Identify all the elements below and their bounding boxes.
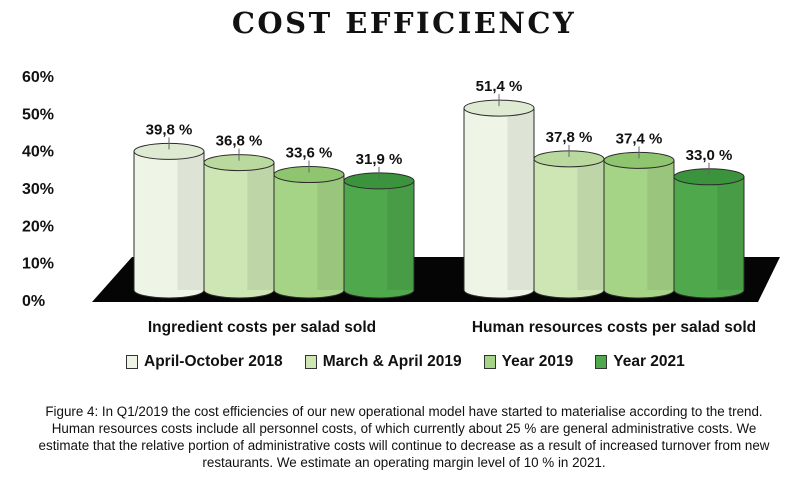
legend-swatch [304, 355, 317, 369]
bar [343, 180, 415, 299]
category-label: Ingredient costs per salad sold [148, 319, 376, 336]
data-label: 36,8 % [216, 133, 263, 150]
y-tick-label: 60% [22, 69, 54, 86]
data-label: 33,0 % [686, 147, 733, 164]
y-tick-label: 40% [22, 144, 54, 161]
legend-label: April-October 2018 [144, 353, 283, 370]
bar-shade [507, 108, 534, 291]
bar [273, 174, 345, 299]
bar-shade [387, 180, 414, 290]
legend-label: Year 2019 [501, 353, 574, 370]
chart-title: COST EFFICIENCY [231, 6, 577, 40]
bar [533, 158, 605, 299]
chart-area: 0% 10% 20% 30% 40% 50% 60% 39,8 % 51,4 % 36,8 % 37… [22, 69, 780, 336]
bar-shade [577, 158, 604, 290]
bar [133, 150, 205, 299]
bar-shade [177, 151, 204, 290]
bar-shade [317, 174, 344, 290]
legend: April-October 2018 March & April 2019 Ye… [126, 353, 685, 371]
data-label: 33,6 % [286, 145, 333, 162]
y-tick-label: 20% [22, 218, 54, 235]
bar-shade [247, 162, 274, 290]
legend-swatch [483, 355, 496, 369]
data-label: 39,8 % [146, 121, 193, 138]
legend-label: March & April 2019 [322, 353, 462, 370]
legend-item: March & April 2019 [304, 353, 462, 371]
data-label: 37,8 % [546, 129, 593, 146]
category-label: Human resources costs per salad sold [472, 319, 756, 336]
bar [463, 107, 535, 299]
legend-item: April-October 2018 [126, 353, 283, 371]
data-label: 51,4 % [476, 78, 523, 95]
bar [203, 162, 275, 299]
y-tick-label: 30% [22, 181, 54, 198]
legend-swatch [126, 355, 138, 369]
data-label: 37,4 % [616, 130, 663, 147]
bar-shade [647, 160, 674, 290]
y-tick-label: 0% [22, 293, 45, 310]
y-tick-label: 10% [22, 256, 54, 273]
bar [603, 159, 675, 299]
legend-item: Year 2021 [595, 353, 685, 371]
y-tick-label: 50% [22, 106, 54, 123]
legend-swatch [595, 355, 608, 369]
figure-caption: Figure 4: In Q1/2019 the cost efficienci… [38, 404, 770, 470]
bar-shade [717, 176, 744, 290]
data-label: 31,9 % [356, 151, 403, 168]
legend-label: Year 2021 [613, 353, 685, 370]
legend-item: Year 2019 [483, 353, 574, 371]
bar [673, 176, 745, 299]
